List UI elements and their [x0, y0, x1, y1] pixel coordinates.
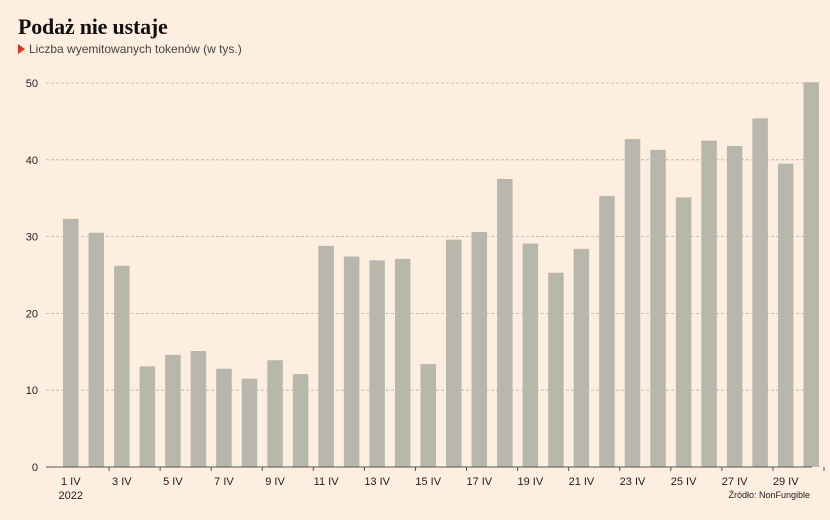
bar	[446, 239, 462, 467]
bar	[497, 179, 513, 467]
triangle-marker-icon	[18, 44, 25, 54]
bar	[216, 368, 232, 467]
x-tick-label: 25 IV	[671, 476, 697, 488]
bar	[675, 197, 692, 467]
bar	[548, 272, 564, 467]
x-tick-label: 19 IV	[518, 476, 544, 488]
bar	[292, 374, 309, 467]
x-year-label: 2022	[59, 490, 83, 502]
bar	[267, 360, 283, 467]
bar	[63, 218, 79, 467]
source-note: Źródło: NonFungible	[728, 490, 810, 500]
bar	[726, 145, 743, 467]
bar	[343, 256, 360, 467]
bar	[369, 260, 385, 467]
bar	[318, 245, 334, 467]
bar	[522, 243, 539, 467]
bar	[241, 378, 258, 467]
x-tick-label: 5 IV	[163, 476, 183, 488]
chart-subtitle: Liczba wyemitowanych tokenów (w tys.)	[18, 42, 242, 56]
x-tick-label: 9 IV	[265, 476, 285, 488]
bar	[139, 366, 156, 467]
x-tick-label: 13 IV	[364, 476, 390, 488]
bar	[573, 248, 590, 467]
y-tick-label: 20	[26, 308, 38, 320]
x-tick-label: 27 IV	[722, 476, 748, 488]
bar	[803, 82, 819, 468]
bar	[190, 351, 207, 467]
x-tick-label: 3 IV	[112, 476, 132, 488]
bar	[471, 231, 488, 467]
y-tick-label: 50	[26, 78, 38, 90]
bar	[165, 354, 181, 467]
bar	[420, 364, 436, 467]
x-tick-label: 29 IV	[773, 476, 799, 488]
x-tick-label: 1 IV	[61, 476, 81, 488]
bar	[650, 149, 666, 468]
x-tick-label: 7 IV	[214, 476, 234, 488]
bar	[599, 195, 615, 467]
x-tick-label: 11 IV	[314, 476, 340, 488]
bar	[88, 232, 105, 467]
bar	[624, 139, 641, 467]
y-tick-label: 10	[26, 385, 38, 397]
x-tick-label: 23 IV	[620, 476, 646, 488]
x-tick-label: 17 IV	[466, 476, 492, 488]
x-tick-label: 21 IV	[569, 476, 595, 488]
bar	[114, 265, 130, 467]
bar	[394, 258, 411, 467]
bar	[777, 163, 794, 467]
bar	[701, 140, 717, 467]
x-tick-label: 15 IV	[415, 476, 441, 488]
y-tick-label: 30	[26, 232, 38, 244]
subtitle-text: Liczba wyemitowanych tokenów (w tys.)	[29, 42, 242, 56]
y-tick-label: 40	[26, 155, 38, 167]
bar	[752, 118, 768, 467]
chart-title: Podaż nie ustaje	[18, 14, 168, 39]
y-tick-label: 0	[32, 462, 38, 474]
